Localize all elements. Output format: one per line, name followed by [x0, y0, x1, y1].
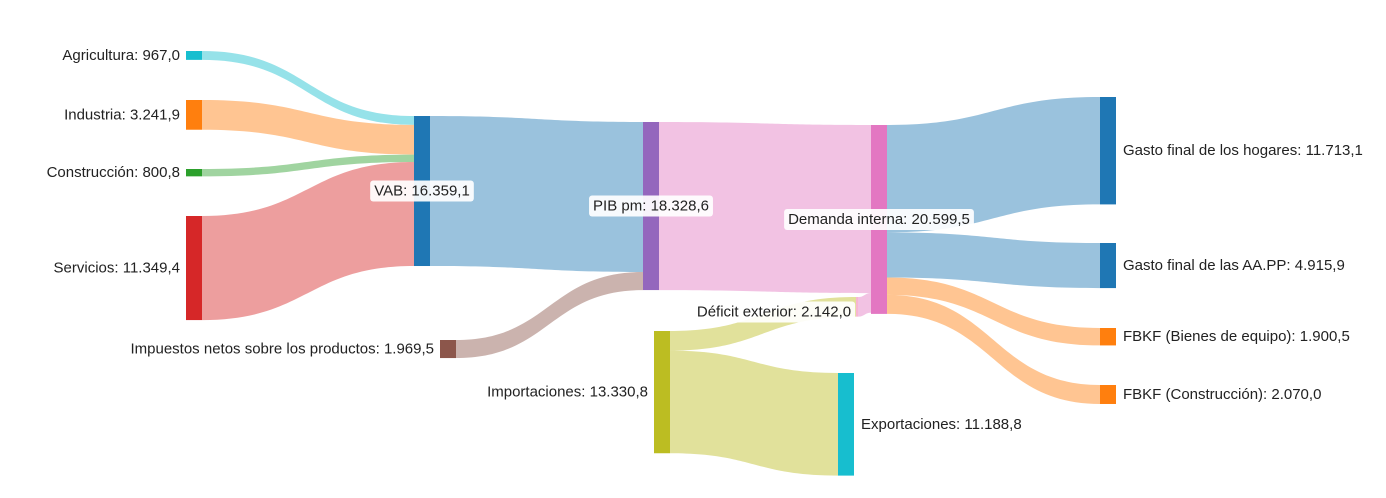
- sankey-nodes: [186, 51, 1116, 476]
- node-label-hog: Gasto final de los hogares: 11.713,1: [1123, 142, 1363, 159]
- node-label-vab: VAB: 16.359,1: [370, 180, 474, 202]
- node-hog[interactable]: [1100, 97, 1116, 205]
- link-impo-expo[interactable]: [670, 350, 838, 476]
- node-label-imp: Impuestos netos sobre los productos: 1.9…: [130, 341, 434, 358]
- node-impo[interactable]: [654, 331, 670, 454]
- node-ind[interactable]: [186, 100, 202, 130]
- node-label-background: [692, 301, 856, 323]
- node-label-cons: Construcción: 800,8: [47, 164, 180, 181]
- node-serv[interactable]: [186, 216, 202, 321]
- node-label-text: PIB pm: 18.328,6: [593, 198, 709, 215]
- node-agri[interactable]: [186, 51, 202, 60]
- link-dem-aapp[interactable]: [887, 232, 1100, 289]
- node-fbe[interactable]: [1100, 328, 1116, 346]
- link-serv-vab[interactable]: [202, 161, 414, 321]
- node-aapp[interactable]: [1100, 243, 1116, 289]
- node-fbc[interactable]: [1100, 385, 1116, 404]
- link-dem-fbe[interactable]: [887, 277, 1100, 346]
- node-expo[interactable]: [838, 373, 854, 476]
- node-label-text: Demanda interna: 20.599,5: [788, 211, 970, 228]
- node-label-text: VAB: 16.359,1: [374, 183, 470, 200]
- node-label-def: Déficit exterior: 2.142,0: [692, 301, 856, 323]
- node-label-text: FBKF (Construcción): 2.070,0: [1123, 386, 1321, 403]
- sankey-links: [202, 51, 1100, 476]
- node-imp[interactable]: [440, 340, 456, 359]
- link-agri-vab[interactable]: [202, 51, 414, 125]
- node-label-text: FBKF (Bienes de equipo): 1.900,5: [1123, 328, 1350, 345]
- node-label-text: Exportaciones: 11.188,8: [861, 416, 1022, 433]
- node-cons[interactable]: [186, 169, 202, 177]
- link-cons-vab[interactable]: [202, 154, 414, 177]
- link-imp-pib[interactable]: [456, 272, 643, 359]
- node-label-pib: PIB pm: 18.328,6: [589, 195, 713, 217]
- node-label-agri: Agricultura: 967,0: [62, 47, 180, 64]
- node-label-background: [784, 208, 974, 230]
- node-label-text: Construcción: 800,8: [47, 164, 180, 181]
- node-label-serv: Servicios: 11.349,4: [54, 260, 180, 277]
- link-dem-hog[interactable]: [887, 97, 1100, 233]
- node-label-text: Gasto final de los hogares: 11.713,1: [1123, 142, 1363, 159]
- link-pib-dem[interactable]: [659, 122, 871, 294]
- node-label-ind: Industria: 3.241,9: [64, 106, 180, 123]
- node-label-expo: Exportaciones: 11.188,8: [861, 416, 1022, 433]
- node-label-text: Impuestos netos sobre los productos: 1.9…: [130, 341, 434, 358]
- link-ind-vab[interactable]: [202, 100, 414, 155]
- node-label-text: Servicios: 11.349,4: [54, 260, 180, 277]
- node-label-text: Industria: 3.241,9: [64, 106, 180, 123]
- node-label-aapp: Gasto final de las AA.PP: 4.915,9: [1123, 257, 1345, 274]
- link-dem-fbc[interactable]: [887, 294, 1100, 404]
- node-def[interactable]: [856, 297, 858, 317]
- link-vab-pib[interactable]: [430, 116, 643, 273]
- node-label-fbe: FBKF (Bienes de equipo): 1.900,5: [1123, 328, 1350, 345]
- link-def-dem[interactable]: [858, 293, 871, 317]
- sankey-labels: Agricultura: 967,0 Industria: 3.241,9 Cons…: [47, 47, 1363, 433]
- node-label-background: [370, 180, 474, 202]
- node-label-text: Déficit exterior: 2.142,0: [697, 304, 851, 321]
- node-label-text: Gasto final de las AA.PP: 4.915,9: [1123, 257, 1345, 274]
- node-label-background: [589, 195, 713, 217]
- node-label-dem: Demanda interna: 20.599,5: [784, 208, 974, 230]
- node-label-fbc: FBKF (Construcción): 2.070,0: [1123, 386, 1321, 403]
- node-label-text: Agricultura: 967,0: [62, 47, 180, 64]
- node-label-impo: Importaciones: 13.330,8: [487, 384, 648, 401]
- node-label-text: Importaciones: 13.330,8: [487, 384, 648, 401]
